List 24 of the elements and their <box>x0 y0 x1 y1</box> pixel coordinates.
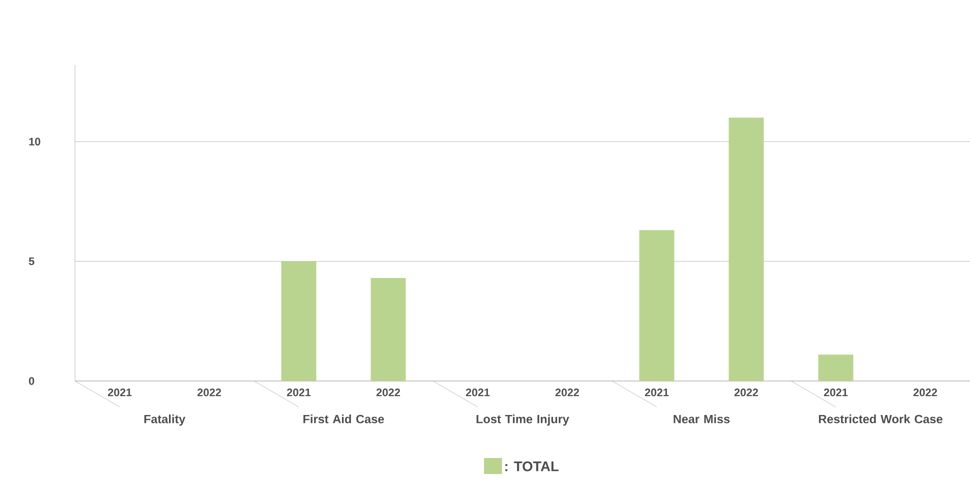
x-tick-label: 2021 <box>644 388 669 396</box>
y-tick-label: 10 <box>29 138 40 146</box>
legend-label: : TOTAL <box>505 461 559 472</box>
x-tick-label: 2021 <box>286 388 311 396</box>
text: Lost Time Injury <box>476 414 570 426</box>
x-tick-label: 2022 <box>376 388 400 396</box>
x-tick-label: 2021 <box>108 388 132 396</box>
text: First Aid Case <box>303 414 384 424</box>
text: Restricted Work Case <box>818 414 942 424</box>
x-tick-label: 2022 <box>734 388 758 396</box>
bar <box>728 118 764 381</box>
y-tick-label: 5 <box>28 257 34 266</box>
y-tick-label: 0 <box>28 377 34 385</box>
bar <box>818 354 854 381</box>
text: Fatality <box>144 414 186 426</box>
x-tick-label: 2022 <box>197 388 221 396</box>
x-tick-label: 2022 <box>555 388 580 396</box>
bar <box>370 278 406 381</box>
x-tick-label: 2021 <box>466 388 490 396</box>
bar <box>639 230 674 381</box>
x-tick-label: 2021 <box>824 388 848 396</box>
text: Near Miss <box>674 414 730 424</box>
bar <box>281 261 316 381</box>
x-tick-label: 2022 <box>913 388 938 396</box>
